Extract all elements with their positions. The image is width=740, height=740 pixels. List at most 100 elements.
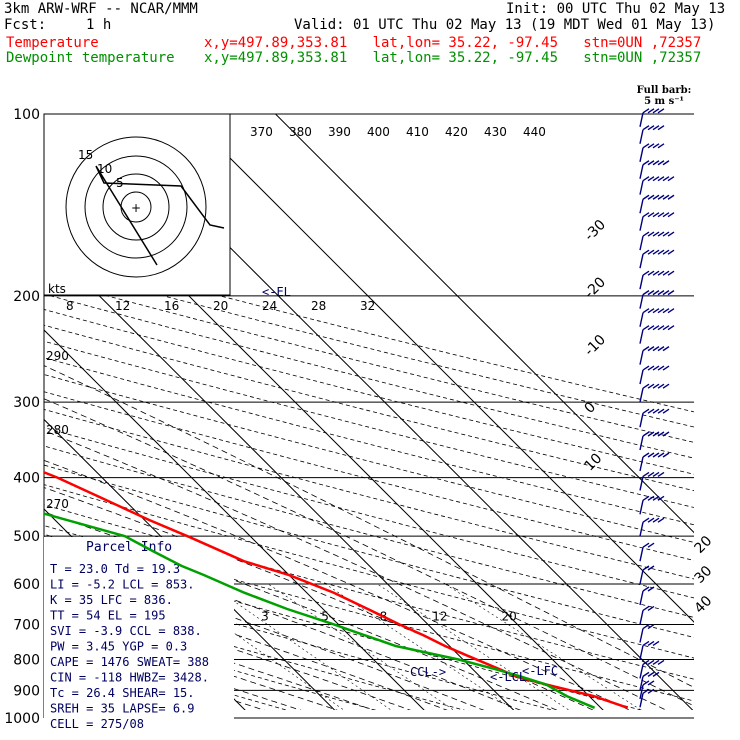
hodograph-ring — [65, 136, 207, 278]
theta-label: 370 — [250, 125, 273, 139]
mixing-ratio-line — [268, 583, 455, 710]
wind-barb — [639, 659, 665, 679]
theta-label: 430 — [484, 125, 507, 139]
dry-adiabat — [44, 591, 466, 710]
pressure-tick-label: 900 — [13, 683, 40, 699]
dry-adiabat — [44, 324, 694, 492]
isotherm-label: 30 — [692, 563, 716, 587]
barb-legend-line1: Full barb: — [637, 85, 692, 96]
dewpoint-location: x,y=497.89,353.81 lat,lon= 35.22, -97.45… — [204, 50, 702, 66]
wind-barb — [639, 194, 675, 214]
model-title: 3km ARW-WRF -- NCAR/MMM — [4, 1, 198, 17]
dry-adiabat — [44, 340, 694, 508]
barb-legend-line2: 5 m s⁻¹ — [644, 96, 684, 107]
theta-left-label: 270 — [46, 497, 69, 511]
wind-barb — [639, 452, 670, 472]
mixing-ratio-line — [377, 583, 570, 710]
dry-adiabat — [44, 249, 694, 413]
wind-barb — [639, 408, 670, 428]
isotherm-label: -10 — [582, 332, 609, 359]
parcel-info-row: T = 23.0 Td = 19.3 — [50, 562, 180, 576]
mixing-ratio-label: 5 — [321, 609, 329, 623]
hodograph-speed-label: 20 — [213, 299, 228, 313]
isotherm-label: 40 — [692, 593, 716, 617]
moist-adiabat — [44, 533, 521, 710]
isotherm-label: -30 — [582, 217, 609, 244]
mixing-ratio-line — [445, 583, 642, 710]
wind-barb — [639, 231, 675, 251]
hodograph-units: kts — [48, 282, 66, 296]
el-marker: <-EL — [262, 285, 291, 299]
hodograph-trace — [95, 165, 225, 266]
mixing-ratio-line — [208, 583, 392, 710]
parcel-info-row: TT = 54 EL = 195 — [50, 609, 166, 623]
moist-adiabat — [44, 511, 558, 710]
wind-barb — [639, 108, 665, 127]
hodograph-speed-label: 16 — [164, 299, 179, 313]
pressure-tick-label: 800 — [13, 652, 40, 668]
isotherm-line — [44, 239, 515, 710]
moist-adiabat — [44, 459, 631, 710]
wind-barb — [639, 346, 670, 365]
pressure-tick-label: 100 — [13, 107, 40, 123]
wind-barb — [639, 605, 655, 625]
parcel-info-title: Parcel Info — [86, 540, 172, 555]
wind-barb — [639, 640, 660, 660]
parcel-info-row: K = 35 LFC = 836. — [50, 593, 173, 607]
isotherm-line — [275, 114, 694, 534]
mixing-ratio-line — [325, 583, 515, 710]
lfc-marker: <-LFC — [522, 664, 558, 678]
isotherm-label: 20 — [692, 533, 716, 557]
dry-adiabat — [44, 263, 694, 428]
parcel-info-row: Tc = 26.4 SHEAR= 15. — [50, 686, 195, 700]
mixing-ratio-label: 12 — [432, 609, 447, 623]
mixing-ratio-line — [163, 583, 345, 710]
theta-left-label: 290 — [46, 349, 69, 363]
wind-barb — [639, 517, 665, 537]
wind-barb — [639, 680, 655, 700]
isotherm-line — [44, 418, 336, 710]
pressure-tick-label: 1000 — [4, 711, 40, 727]
wind-barb — [639, 671, 660, 691]
temperature-location: x,y=497.89,353.81 lat,lon= 35.22, -97.45… — [204, 35, 702, 51]
wind-barb — [639, 125, 665, 144]
wind-barb — [639, 290, 675, 309]
wind-barb — [639, 212, 675, 231]
dewpoint-temperature-trace — [44, 512, 596, 709]
init-time: Init: 00 UTC Thu 02 May 13 — [506, 1, 726, 17]
theta-label: 380 — [289, 125, 312, 139]
dry-adiabat — [44, 309, 694, 475]
hodograph-center: + — [131, 201, 141, 215]
wind-barb — [639, 565, 655, 585]
wind-barbs — [639, 108, 675, 708]
hodograph-speed-label: 8 — [66, 299, 74, 313]
hodograph-ring — [84, 155, 188, 259]
isotherm-line — [185, 114, 694, 623]
wind-barb — [639, 431, 670, 451]
parcel-info-row: PW = 3.45 YGP = 0.3 — [50, 640, 187, 654]
wind-barb — [639, 160, 670, 179]
temperature-trace — [44, 470, 629, 709]
dry-adiabat — [44, 427, 694, 599]
hodograph-speed-label: 24 — [262, 299, 277, 313]
theta-label: 420 — [445, 125, 468, 139]
dewpoint-legend: Dewpoint temperature — [6, 50, 175, 66]
theta-label: 390 — [328, 125, 351, 139]
wind-barb — [639, 249, 675, 269]
dry-adiabat — [44, 464, 694, 638]
dry-adiabat — [44, 408, 694, 580]
isotherm-label: -20 — [582, 274, 609, 301]
wind-barb — [639, 383, 670, 403]
hodograph-ring-label: 15 — [78, 148, 93, 162]
dry-adiabat — [44, 357, 694, 526]
ccl-marker: CCL-> — [410, 665, 446, 679]
parcel-info-row: SREH = 35 LAPSE= 6.9 — [50, 702, 195, 716]
hodograph-speed-label: 32 — [360, 299, 375, 313]
pressure-tick-label: 700 — [13, 617, 40, 633]
wind-barb — [639, 586, 655, 606]
isotherm-label: 10 — [582, 450, 606, 474]
wind-barb — [639, 471, 665, 491]
wind-barb — [639, 176, 675, 195]
